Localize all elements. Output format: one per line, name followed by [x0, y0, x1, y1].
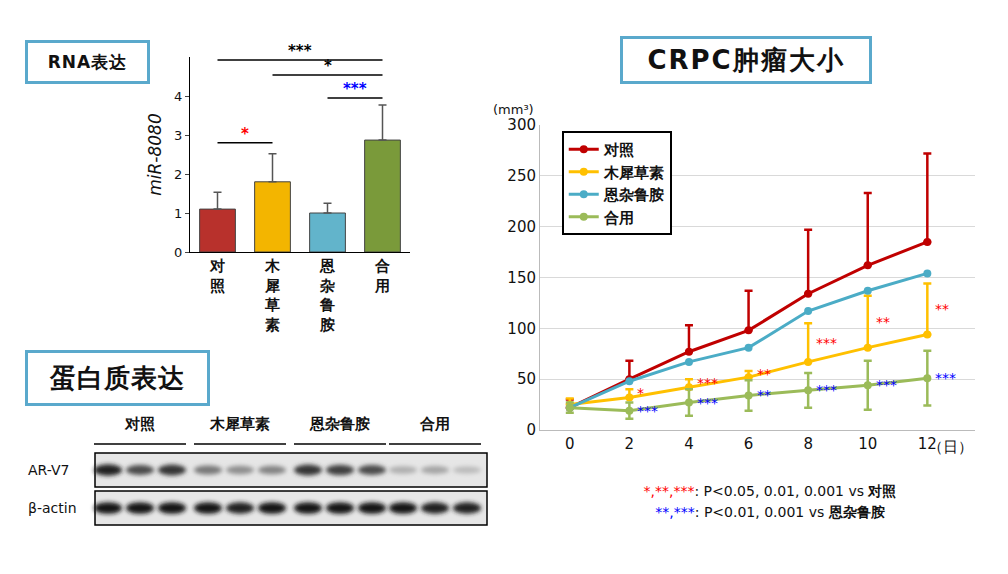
svg-text:合用: 合用: [603, 209, 634, 227]
svg-text:*: *: [324, 57, 332, 75]
svg-text:50: 50: [517, 370, 536, 388]
svg-text:*: *: [241, 125, 249, 143]
svg-text:250: 250: [507, 167, 536, 185]
svg-text:恩杂鲁胺: 恩杂鲁胺: [603, 186, 664, 204]
svg-text:合用: 合用: [374, 257, 390, 295]
svg-text:miR-8080: miR-8080: [145, 113, 165, 196]
html-text:**,***: P<0.01, 0.001 vs恩杂鲁胺: **,***: P<0.01, 0.001 vs恩杂鲁胺: [655, 504, 885, 520]
svg-text:***: ***: [697, 395, 718, 411]
svg-text:12: 12: [918, 435, 937, 453]
html-text:CRPC肿瘤大小: CRPC肿瘤大小: [647, 44, 845, 75]
svg-text:（日）: （日）: [928, 438, 973, 456]
svg-text:***: ***: [288, 42, 312, 60]
svg-text:100: 100: [507, 320, 536, 338]
svg-text:木犀草素: 木犀草素: [264, 257, 281, 334]
svg-text:2: 2: [174, 167, 182, 182]
svg-text:对照: 对照: [124, 415, 155, 433]
svg-text:木犀草素: 木犀草素: [603, 164, 664, 182]
html-text:蛋白质表达: 蛋白质表达: [50, 362, 185, 393]
svg-text:**: **: [757, 387, 771, 403]
svg-text:***: ***: [816, 382, 837, 398]
svg-text:(mm³): (mm³): [493, 102, 534, 117]
svg-text:恩杂鲁胺: 恩杂鲁胺: [319, 257, 336, 334]
svg-text:***: ***: [935, 370, 956, 386]
svg-text:2: 2: [625, 435, 635, 453]
svg-text:***: ***: [697, 375, 718, 391]
svg-text:***: ***: [343, 80, 367, 98]
svg-text:*: *: [637, 385, 644, 401]
svg-text:对照: 对照: [603, 141, 634, 159]
svg-text:300: 300: [507, 116, 536, 134]
html-text:RNA表达: RNA表达: [47, 51, 128, 72]
svg-text:AR-V7: AR-V7: [28, 462, 69, 478]
svg-text:**: **: [757, 366, 771, 382]
svg-text:150: 150: [507, 269, 536, 287]
svg-text:1: 1: [174, 206, 182, 221]
svg-text:木犀草素: 木犀草素: [209, 415, 270, 433]
svg-text:**: **: [876, 314, 890, 330]
svg-text:对照: 对照: [209, 257, 225, 295]
svg-text:4: 4: [684, 435, 694, 453]
svg-text:0: 0: [174, 245, 182, 260]
svg-text:0: 0: [565, 435, 575, 453]
svg-text:恩杂鲁胺: 恩杂鲁胺: [309, 415, 370, 433]
svg-text:10: 10: [858, 435, 877, 453]
svg-text:**: **: [935, 301, 949, 317]
html-text:*,**,***: P<0.05, 0.01, 0.001: *,**,***: P<0.05, 0.01, 0.001 vs对照: [643, 483, 897, 499]
svg-text:***: ***: [816, 335, 837, 351]
svg-text:200: 200: [507, 218, 536, 236]
svg-text:***: ***: [637, 403, 658, 419]
svg-text:0: 0: [526, 421, 536, 439]
svg-text:4: 4: [174, 89, 182, 104]
svg-text:8: 8: [803, 435, 813, 453]
svg-text:6: 6: [744, 435, 754, 453]
svg-text:合用: 合用: [419, 415, 450, 433]
svg-text:β-actin: β-actin: [28, 500, 77, 516]
svg-text:***: ***: [876, 377, 897, 393]
svg-text:3: 3: [174, 128, 182, 143]
